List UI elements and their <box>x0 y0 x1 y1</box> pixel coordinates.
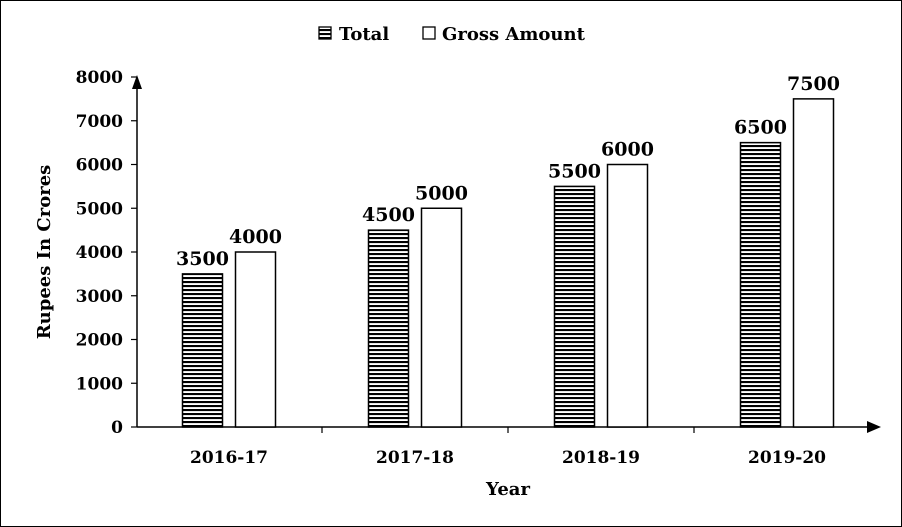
x-tick-label: 2016-17 <box>190 448 268 468</box>
data-label: 6500 <box>734 117 787 139</box>
x-tick-label: 2018-19 <box>562 448 640 468</box>
y-tick-label: 8000 <box>76 68 123 88</box>
labels: 2016-17350040002017-18450050002018-19550… <box>34 73 840 500</box>
x-axis-arrow-icon <box>867 421 881 433</box>
bar-total <box>367 229 410 428</box>
legend-label: Gross Amount <box>442 24 586 45</box>
data-label: 4500 <box>362 204 415 226</box>
bars <box>181 98 835 428</box>
bar-gross-amount <box>234 251 277 428</box>
data-label: 5500 <box>548 160 601 182</box>
data-label: 6000 <box>601 139 654 161</box>
x-axis-title: Year <box>485 479 530 500</box>
x-tick-label: 2019-20 <box>748 448 826 468</box>
legend-label: Total <box>339 24 389 45</box>
y-tick-label: 6000 <box>76 156 123 176</box>
y-tick-label: 2000 <box>76 331 123 351</box>
data-label: 3500 <box>176 248 229 270</box>
y-axis-arrow-icon <box>132 75 142 89</box>
y-tick-label: 0 <box>111 418 123 438</box>
y-tick-label: 7000 <box>76 112 123 132</box>
data-label: 5000 <box>415 182 468 204</box>
legend-swatch-gross-amount <box>422 26 436 40</box>
legend: Total Gross Amount <box>318 24 586 45</box>
bar-gross-amount <box>420 207 463 428</box>
y-axis-title: Rupees In Crores <box>34 165 55 340</box>
legend-swatch-total <box>318 26 332 40</box>
x-tick-label: 2017-18 <box>376 448 454 468</box>
y-tick-label: 4000 <box>76 243 123 263</box>
data-label: 7500 <box>787 73 840 95</box>
y-tick-label: 1000 <box>76 374 123 394</box>
bar-total <box>739 141 782 428</box>
bar-gross-amount <box>792 98 835 428</box>
y-tick-label: 5000 <box>76 199 123 219</box>
bar-total <box>553 185 596 428</box>
bar-gross-amount <box>606 163 649 428</box>
bar-total <box>181 273 224 428</box>
y-tick-label: 3000 <box>76 287 123 307</box>
data-label: 4000 <box>229 226 282 248</box>
